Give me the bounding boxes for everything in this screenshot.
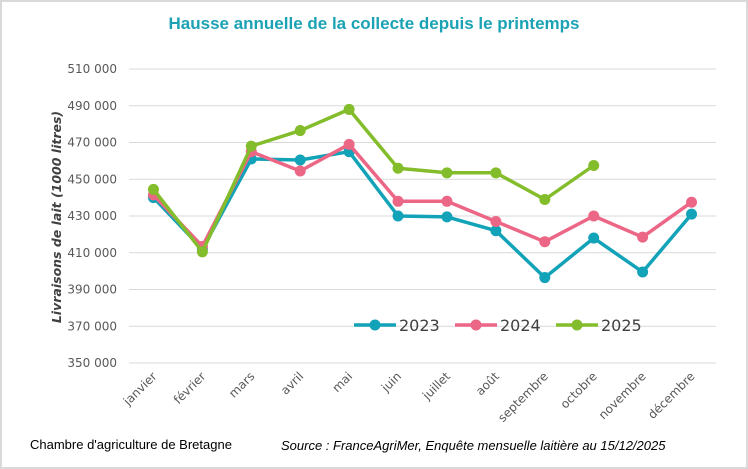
data-point [588,210,600,222]
legend-marker [470,319,482,331]
y-tick-label: 350 000 [67,356,117,370]
source-note: Source : FranceAgriMer, Enquête mensuell… [281,438,666,453]
y-tick-label: 370 000 [67,319,117,333]
data-point [392,210,404,222]
data-point [637,266,649,278]
y-tick-label: 490 000 [67,99,117,113]
y-tick-label: 390 000 [67,283,117,297]
x-tick-label: octobre [558,369,600,411]
x-tick-label: janvier [120,369,160,409]
legend-label: 2025 [601,316,642,335]
legend-item-2024: 2024 [455,316,541,335]
x-tick-label: novembre [596,369,649,422]
y-tick-label: 510 000 [67,62,117,76]
chart-title: Hausse annuelle de la collecte depuis le… [168,14,580,33]
data-point [588,232,600,244]
data-point [147,183,159,195]
legend-label: 2023 [399,316,440,335]
data-point [490,225,502,237]
data-point [245,140,257,152]
y-tick-label: 410 000 [67,246,117,260]
x-tick-label: décembre [645,369,698,422]
data-point [490,216,502,228]
y-axis-label: Livraisons de lait (1000 litres) [49,111,64,323]
series-line-2023 [152,149,693,280]
organization-credit: Chambre d'agriculture de Bretagne [30,437,232,452]
series-group [147,103,698,284]
data-point [539,193,551,205]
data-point [441,211,453,223]
y-axis-ticks: 350 000 370 000 390 000 410 000 430 000 450 0… [67,62,117,370]
data-point [588,159,600,171]
data-point [539,272,551,284]
y-tick-label: 470 000 [67,136,117,150]
data-point [343,103,355,115]
legend-item-2025: 2025 [556,316,642,335]
legend-label: 2024 [500,316,541,335]
data-point [392,195,404,207]
x-tick-label: juin [378,369,404,395]
legend-marker [571,319,583,331]
x-tick-label: août [473,369,502,398]
x-tick-label: juillet [419,369,453,403]
data-point [686,196,698,208]
x-axis-categories: janvier février mars avril mai juin juillet aoû… [120,369,698,425]
series-2025 [147,103,600,258]
x-tick-label: septembre [495,369,551,425]
x-tick-label: avril [278,369,306,397]
data-point [539,236,551,248]
data-point [343,138,355,150]
series-line-2024 [152,142,693,249]
data-point [294,165,306,177]
data-point [441,195,453,207]
data-point [686,208,698,220]
gridlines [129,68,716,364]
legend-item-2023: 2023 [354,316,440,335]
series-line-2025 [152,107,595,254]
data-point [196,246,208,258]
data-point [441,167,453,179]
x-tick-label: mai [330,369,356,395]
x-tick-label: février [171,369,209,407]
y-tick-label: 430 000 [67,209,117,223]
data-point [392,162,404,174]
y-tick-label: 450 000 [67,172,117,186]
legend-marker [369,319,381,331]
data-point [294,154,306,166]
data-point [490,167,502,179]
x-tick-label: mars [226,369,257,400]
legend: 2023 2024 2025 [354,316,642,335]
data-point [294,125,306,137]
series-2023 [147,146,698,284]
data-point [637,231,649,243]
